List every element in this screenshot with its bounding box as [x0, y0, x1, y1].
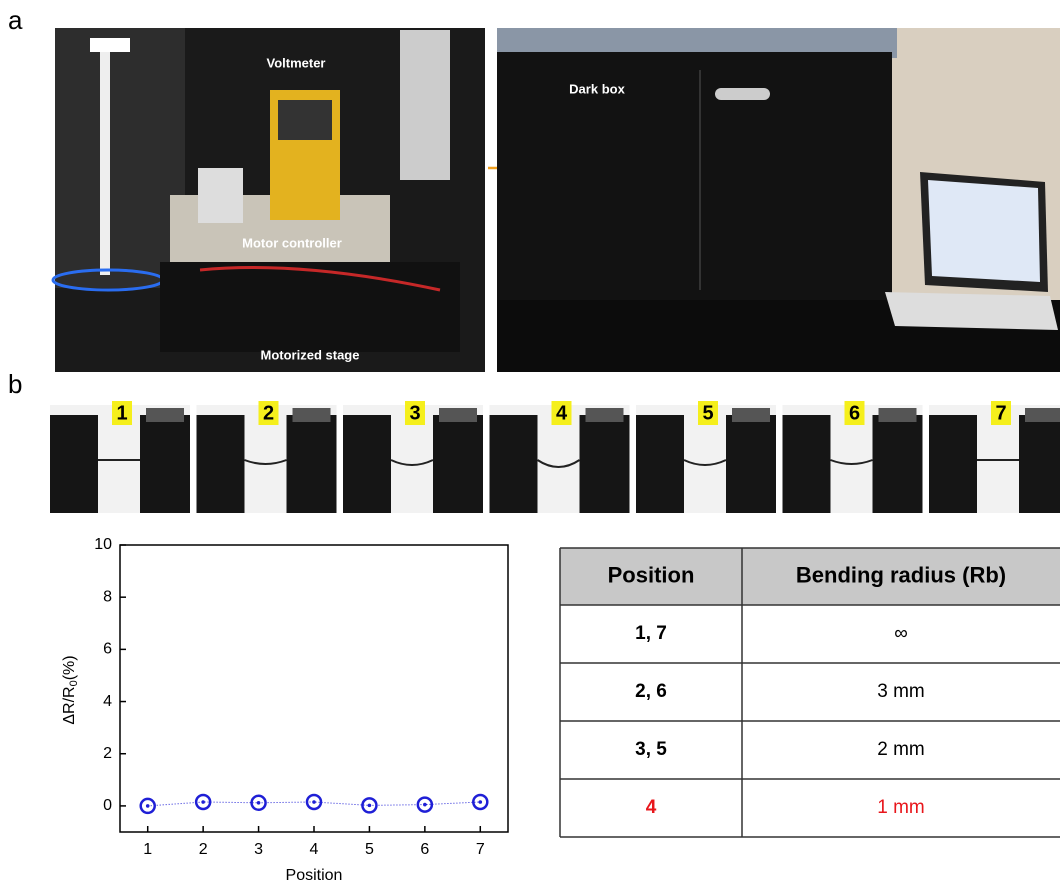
x-tick-label: 5 [365, 841, 374, 858]
strip-block [929, 415, 977, 513]
x-tick-label: 3 [254, 841, 263, 858]
x-tick-label: 7 [476, 841, 485, 858]
x-tick-label: 6 [420, 841, 429, 858]
strip-knob [586, 408, 624, 422]
photo-label: Dark box [569, 81, 625, 96]
table-cell: 1, 7 [635, 623, 667, 644]
strip-block [783, 415, 831, 513]
data-point-center [201, 800, 205, 804]
data-point-center [423, 803, 427, 807]
strip-knob [1025, 408, 1060, 422]
x-tick-label: 4 [310, 841, 319, 858]
panel-label: b [8, 369, 22, 399]
panel-label: a [8, 5, 23, 35]
strip-label: 7 [995, 402, 1006, 424]
strip-block [433, 415, 483, 513]
photo-label: Motor controller [242, 235, 342, 250]
data-point-center [478, 800, 482, 804]
table: Position Bending radius (Rb) 1, 7 ∞ 2, 6 3 mm… [560, 548, 1060, 837]
y-tick-label: 10 [94, 536, 112, 553]
photo-strip: 1 2 3 4 5 6 7 [50, 401, 1060, 513]
y-tick-label: 8 [103, 588, 112, 605]
table-cell: 3, 5 [635, 739, 667, 760]
table-cell: 2 mm [877, 739, 925, 760]
photo-setup: Voltmeter Motor controller Motorized sta… [53, 28, 485, 372]
photo-label: Motorized stage [261, 347, 360, 362]
strip-block [580, 415, 630, 513]
strip-label: 4 [556, 402, 568, 424]
table-cell: 1 mm [877, 797, 925, 818]
table-cell: ∞ [894, 623, 908, 644]
strip-label: 1 [116, 402, 127, 424]
table-cell: 2, 6 [635, 681, 667, 702]
strip-block [197, 415, 245, 513]
strip-knob [732, 408, 770, 422]
strip-label: 5 [702, 402, 713, 424]
y-tick-label: 4 [103, 693, 112, 710]
data-point-center [257, 801, 261, 805]
photo-dark-box: Dark box [497, 28, 1060, 372]
y-tick-label: 2 [103, 745, 112, 762]
strip-label: 3 [409, 402, 420, 424]
x-axis-label: Position [286, 867, 343, 884]
data-point-center [312, 800, 316, 804]
strip-block [873, 415, 923, 513]
strip-label: 6 [849, 402, 860, 424]
table-header: Position [608, 562, 695, 587]
strip-block [490, 415, 538, 513]
table-cell: 4 [646, 797, 657, 818]
strip-block [636, 415, 684, 513]
x-tick-label: 2 [199, 841, 208, 858]
strip-block [1019, 415, 1060, 513]
strip-block [50, 415, 98, 513]
strip-block [140, 415, 190, 513]
photo-label: Voltmeter [267, 55, 326, 70]
strip-block [287, 415, 337, 513]
x-tick-label: 1 [143, 841, 152, 858]
y-label-unit: (%) [61, 655, 78, 680]
strip-block [343, 415, 391, 513]
strip-block [726, 415, 776, 513]
table-cell: 3 mm [877, 681, 925, 702]
y-label-main: ΔR/R [61, 686, 78, 724]
strip-label: 2 [263, 402, 274, 424]
strip-knob [879, 408, 917, 422]
table-header: Bending radius (Rb) [796, 562, 1006, 587]
y-axis-label: ΔR/R0(%) [61, 655, 80, 724]
y-tick-label: 0 [103, 797, 112, 814]
plot-frame [120, 545, 508, 832]
figure: a b Voltmeter Motor controller Motorized… [0, 0, 1060, 889]
data-point-center [146, 804, 150, 808]
strip-knob [293, 408, 331, 422]
strip-knob [439, 408, 477, 422]
y-tick-label: 6 [103, 641, 112, 658]
data-point-center [368, 804, 372, 808]
strip-knob [146, 408, 184, 422]
